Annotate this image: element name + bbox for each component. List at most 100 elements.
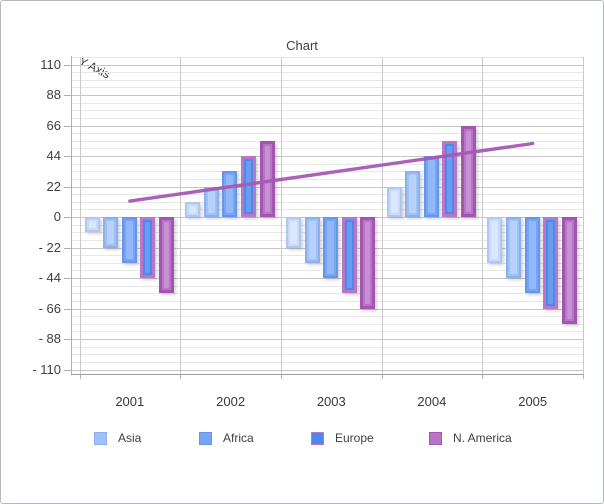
legend-label: Asia — [118, 431, 142, 445]
bar-highlight — [88, 221, 96, 229]
gridline-major — [71, 64, 583, 66]
legend-label: N. America — [453, 431, 512, 445]
trend-line-segment[interactable] — [128, 141, 535, 203]
gridline-minor — [71, 194, 583, 196]
gridline-minor — [71, 72, 583, 74]
bar-asia-2002[interactable] — [203, 186, 219, 217]
bar-highlight — [447, 145, 453, 213]
y-axis-tick-label: 110 — [40, 56, 61, 72]
gridline-minor — [71, 346, 583, 348]
x-axis-line — [71, 374, 583, 375]
bar-series-1-2002[interactable] — [185, 201, 201, 218]
legend-item-europe[interactable]: Europe — [311, 431, 374, 445]
x-axis-tick — [180, 374, 182, 379]
gridline-minor — [71, 201, 583, 203]
bar-n-america-2005[interactable] — [561, 217, 577, 324]
bar-highlight — [107, 221, 115, 244]
bar-europe-2001[interactable] — [140, 217, 156, 278]
gridline-minor — [71, 178, 583, 180]
y-axis-tick-label: - 22 — [38, 239, 61, 255]
gridline-minor — [71, 209, 583, 211]
bar-highlight — [365, 222, 371, 304]
bar-series-1-2001[interactable] — [84, 217, 100, 233]
gridline-major — [71, 278, 583, 279]
bar-highlight — [163, 222, 169, 289]
gridline-minor — [71, 133, 583, 135]
y-axis-tick-label: - 88 — [38, 331, 61, 346]
x-axis-tick — [583, 374, 584, 379]
bar-highlight — [226, 175, 234, 214]
plot-area — [64, 56, 584, 379]
gridline-minor — [71, 56, 583, 58]
bar-n-america-2003[interactable] — [360, 217, 376, 309]
bar-highlight — [189, 205, 197, 214]
bar-africa-2001[interactable] — [121, 217, 137, 263]
gridline-vertical — [180, 57, 182, 374]
bar-highlight — [509, 221, 517, 274]
y-axis-tick — [64, 339, 71, 340]
bar-europe-2005[interactable] — [543, 217, 559, 309]
bar-highlight — [308, 221, 316, 259]
bar-n-america-2001[interactable] — [158, 217, 174, 294]
bar-n-america-2004[interactable] — [461, 125, 476, 217]
gridline-minor — [71, 79, 583, 81]
bar-highlight — [327, 221, 335, 274]
y-axis-tick — [64, 64, 71, 66]
bar-africa-2002[interactable] — [222, 171, 238, 218]
y-axis-tick-label: - 44 — [38, 270, 61, 285]
bar-africa-2005[interactable] — [524, 217, 540, 294]
bar-asia-2005[interactable] — [505, 217, 521, 278]
y-axis-tick — [64, 308, 71, 310]
y-axis-line — [71, 56, 72, 374]
gridline-vertical — [583, 57, 584, 374]
gridline-major — [71, 308, 583, 310]
bar-africa-2003[interactable] — [323, 217, 339, 278]
gridline-minor — [71, 331, 583, 333]
bar-series-1-2004[interactable] — [386, 186, 402, 217]
gridline-major — [71, 125, 583, 127]
y-axis-tick — [64, 278, 71, 279]
x-axis-category-label: 2001 — [115, 394, 145, 409]
bar-europe-2003[interactable] — [341, 217, 357, 294]
legend-item-africa[interactable]: Africa — [199, 431, 254, 445]
y-axis-tick — [64, 186, 71, 188]
bar-highlight — [246, 161, 251, 212]
y-axis-tick-label: 44 — [46, 148, 61, 163]
legend-label: Africa — [223, 431, 254, 445]
legend-swatch-n-america — [429, 431, 442, 445]
x-axis-category-label: 2004 — [417, 394, 447, 409]
gridline-minor — [71, 102, 583, 104]
gridline-minor — [71, 316, 583, 318]
bar-asia-2001[interactable] — [103, 217, 119, 248]
gridline-minor — [71, 361, 583, 363]
bar-series-1-2005[interactable] — [487, 217, 503, 263]
gridline-minor — [71, 110, 583, 112]
bar-highlight — [125, 221, 133, 259]
gridline-minor — [71, 163, 583, 165]
trend-line[interactable] — [71, 56, 583, 374]
gridline-minor — [71, 140, 583, 142]
gridline-vertical — [482, 57, 484, 374]
legend: Asia Africa Europe N. America — [1, 430, 603, 446]
x-axis-tick — [280, 374, 282, 379]
bar-europe-2004[interactable] — [442, 140, 458, 218]
x-axis-category-label: 2002 — [216, 394, 246, 409]
gridline-major — [71, 95, 583, 96]
gridline-vertical — [280, 57, 282, 374]
bar-africa-2004[interactable] — [423, 156, 439, 217]
legend-label: Europe — [335, 431, 374, 445]
gridline-minor — [71, 117, 583, 119]
y-axis-tick — [64, 95, 71, 96]
bar-series-1-2003[interactable] — [285, 217, 301, 248]
bar-asia-2003[interactable] — [304, 217, 320, 263]
bar-asia-2004[interactable] — [405, 171, 421, 218]
bar-highlight — [390, 190, 398, 213]
legend-swatch-europe — [311, 431, 324, 445]
legend-item-asia[interactable]: Asia — [94, 431, 141, 445]
gridline-major — [71, 156, 583, 157]
y-axis-tick-label: - 110 — [32, 361, 61, 377]
bar-highlight — [409, 175, 417, 214]
bar-highlight — [491, 221, 499, 259]
legend-item-n-america[interactable]: N. America — [429, 431, 512, 445]
